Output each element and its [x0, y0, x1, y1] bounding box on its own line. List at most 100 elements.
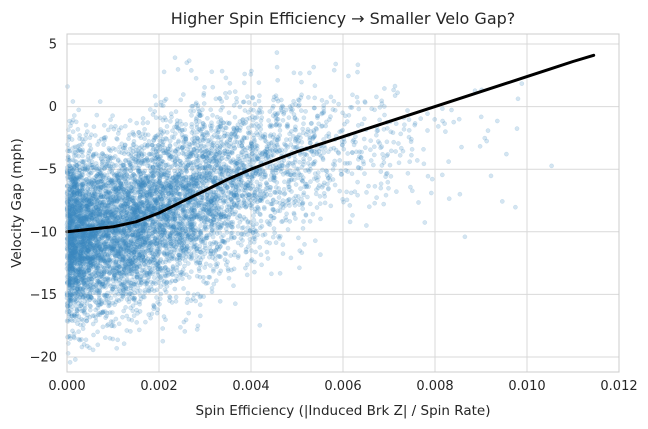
- scatter-point: [76, 256, 82, 262]
- scatter-point: [91, 274, 97, 280]
- scatter-point: [134, 120, 139, 126]
- scatter-point: [135, 310, 140, 316]
- scatter-point: [72, 214, 77, 219]
- scatter-point: [115, 175, 121, 181]
- scatter-point: [88, 304, 93, 309]
- scatter-point: [83, 256, 89, 262]
- scatter-point: [74, 197, 80, 202]
- scatter-point: [85, 264, 90, 270]
- scatter-point: [76, 239, 82, 245]
- scatter-point: [105, 322, 111, 327]
- scatter-point: [69, 258, 75, 264]
- scatter-point: [74, 222, 80, 227]
- scatter-point: [160, 326, 165, 331]
- scatter-point: [167, 298, 172, 303]
- scatter-point: [76, 317, 82, 323]
- scatter-point: [83, 122, 89, 128]
- scatter-point: [67, 148, 72, 154]
- scatter-point: [144, 279, 149, 284]
- scatter-point: [75, 143, 80, 149]
- scatter-point: [107, 259, 113, 265]
- scatter-point: [164, 279, 169, 285]
- scatter-point: [74, 213, 79, 218]
- scatter-point: [76, 107, 81, 113]
- scatter-point: [252, 269, 257, 275]
- scatter-point: [131, 138, 137, 144]
- scatter-point: [95, 242, 100, 247]
- scatter-point: [78, 303, 84, 309]
- scatter-point: [78, 286, 83, 292]
- scatter-point: [72, 335, 77, 341]
- scatter-point: [95, 245, 101, 251]
- scatter-point: [79, 248, 84, 254]
- scatter-point: [123, 305, 128, 310]
- scatter-point: [97, 280, 102, 286]
- scatter-point: [79, 235, 85, 240]
- scatter-point: [68, 291, 74, 297]
- scatter-point: [84, 300, 90, 306]
- scatter-point: [81, 186, 86, 191]
- scatter-point: [127, 146, 133, 152]
- scatter-point: [93, 133, 98, 138]
- scatter-point: [74, 243, 80, 249]
- scatter-point: [114, 345, 119, 351]
- scatter-point: [102, 292, 108, 298]
- scatter-point: [88, 233, 94, 238]
- scatter-point: [77, 294, 83, 300]
- scatter-point: [65, 303, 70, 308]
- scatter-point: [196, 266, 202, 272]
- scatter-point: [96, 186, 101, 191]
- scatter-point: [127, 199, 132, 205]
- scatter-point: [93, 240, 99, 246]
- scatter-point: [130, 241, 136, 247]
- scatter-point: [110, 194, 116, 199]
- scatter-point: [71, 165, 77, 170]
- scatter-point: [172, 55, 178, 61]
- scatter-point: [79, 193, 85, 199]
- scatter-point: [75, 242, 81, 247]
- scatter-point: [86, 196, 91, 201]
- scatter-point: [84, 214, 89, 220]
- scatter-point: [70, 245, 75, 251]
- scatter-point: [95, 342, 101, 348]
- scatter-point: [71, 331, 77, 337]
- scatter-point: [73, 222, 78, 227]
- scatter-point: [79, 277, 84, 282]
- scatter-point: [106, 127, 111, 133]
- scatter-point: [157, 301, 162, 307]
- scatter-point: [97, 295, 102, 301]
- scatter-point: [205, 280, 210, 286]
- scatter-point: [73, 207, 78, 212]
- scatter-point: [74, 198, 79, 203]
- scatter-point: [82, 163, 87, 169]
- scatter-point: [173, 294, 179, 300]
- scatter-point: [99, 247, 104, 253]
- scatter-point: [65, 240, 71, 245]
- scatter-point: [69, 220, 74, 226]
- scatter-point: [79, 217, 84, 222]
- scatter-point: [142, 290, 148, 295]
- scatter-point: [116, 268, 121, 274]
- scatter-point: [68, 270, 73, 276]
- scatter-point: [140, 116, 146, 121]
- scatter-point: [81, 222, 87, 228]
- scatter-point: [86, 287, 92, 292]
- scatter-point: [93, 314, 99, 320]
- scatter-point: [74, 290, 80, 295]
- scatter-point: [82, 212, 87, 217]
- scatter-point: [70, 189, 75, 194]
- scatter-point: [110, 277, 116, 283]
- scatter-point: [88, 199, 93, 204]
- scatter-point: [116, 253, 121, 259]
- scatter-point: [101, 142, 106, 147]
- scatter-point: [137, 288, 143, 294]
- scatter-point: [72, 210, 77, 215]
- scatter-point: [136, 252, 142, 257]
- scatter-point: [121, 341, 127, 347]
- scatter-point: [74, 202, 80, 208]
- scatter-point: [69, 252, 74, 258]
- scatter-point: [128, 181, 133, 187]
- scatter-point: [126, 136, 131, 141]
- scatter-point: [277, 270, 283, 276]
- scatter-point: [84, 203, 89, 209]
